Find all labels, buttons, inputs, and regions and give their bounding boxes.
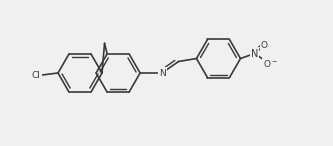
- Text: O$^-$: O$^-$: [263, 58, 278, 69]
- Text: Cl: Cl: [32, 72, 40, 80]
- Text: N: N: [159, 68, 166, 78]
- Text: N: N: [251, 48, 258, 59]
- Text: Cl: Cl: [32, 72, 40, 80]
- Text: O: O: [261, 41, 268, 50]
